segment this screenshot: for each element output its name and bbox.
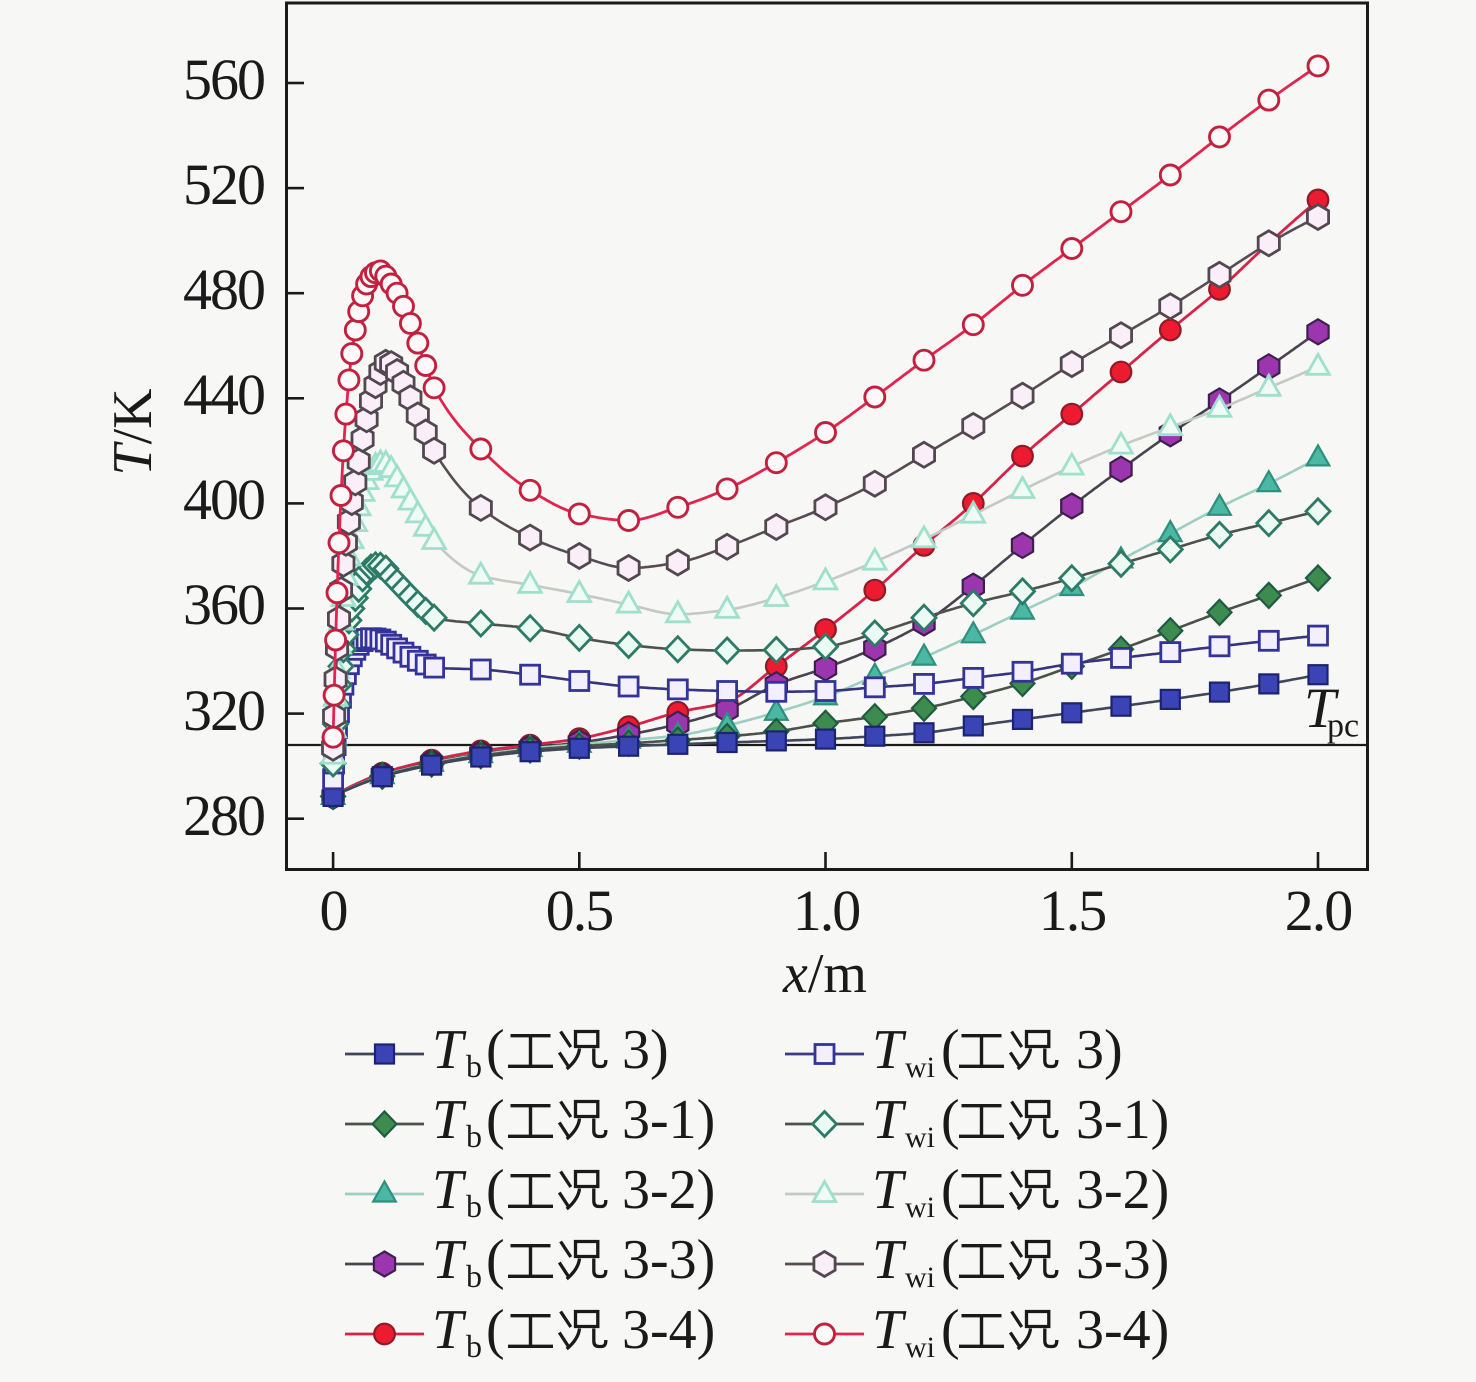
svg-text:1.0: 1.0 <box>793 878 860 943</box>
svg-text:480: 480 <box>183 257 264 322</box>
svg-text:pc: pc <box>1327 708 1359 745</box>
svg-text:T: T <box>432 1299 467 1361</box>
svg-text:T: T <box>872 1159 907 1221</box>
svg-text:3-2): 3-2) <box>622 1159 715 1221</box>
svg-text:520: 520 <box>183 152 264 217</box>
svg-text:x/m: x/m <box>782 943 867 1005</box>
svg-text:3-3): 3-3) <box>1076 1229 1169 1291</box>
svg-text:(: ( <box>486 1229 505 1291</box>
svg-text:(: ( <box>941 1229 960 1291</box>
svg-text:b: b <box>466 1188 482 1224</box>
svg-text:(: ( <box>941 1089 960 1151</box>
svg-text:3): 3) <box>622 1019 669 1081</box>
svg-text:(: ( <box>941 1159 960 1221</box>
svg-text:(: ( <box>486 1159 505 1221</box>
svg-text:b: b <box>466 1258 482 1294</box>
svg-text:wi: wi <box>905 1191 935 1224</box>
svg-text:(: ( <box>941 1299 960 1361</box>
svg-text:T: T <box>872 1019 907 1081</box>
svg-text:b: b <box>466 1118 482 1154</box>
svg-text:0: 0 <box>320 878 347 943</box>
svg-text:280: 280 <box>183 783 264 848</box>
svg-text:(: ( <box>486 1089 505 1151</box>
svg-text:b: b <box>466 1328 482 1364</box>
svg-text:wi: wi <box>905 1051 935 1084</box>
svg-text:T: T <box>432 1019 467 1081</box>
svg-text:T: T <box>432 1229 467 1291</box>
svg-text:3-4): 3-4) <box>622 1299 715 1361</box>
svg-text:T: T <box>872 1229 907 1291</box>
svg-text:440: 440 <box>183 362 264 427</box>
svg-text:wi: wi <box>905 1331 935 1364</box>
svg-text:360: 360 <box>183 572 264 637</box>
svg-text:400: 400 <box>183 467 264 532</box>
svg-text:T: T <box>872 1299 907 1361</box>
svg-text:1.5: 1.5 <box>1039 878 1106 943</box>
svg-text:3-2): 3-2) <box>1076 1159 1169 1221</box>
svg-text:T: T <box>432 1159 467 1221</box>
svg-text:(: ( <box>941 1019 960 1081</box>
svg-text:T/K: T/K <box>102 388 164 475</box>
svg-text:3): 3) <box>1076 1019 1123 1081</box>
svg-text:wi: wi <box>905 1261 935 1294</box>
svg-text:560: 560 <box>183 47 264 112</box>
svg-text:3-4): 3-4) <box>1076 1299 1169 1361</box>
svg-text:wi: wi <box>905 1121 935 1154</box>
svg-text:2.0: 2.0 <box>1285 878 1352 943</box>
svg-text:T: T <box>1304 677 1340 740</box>
svg-text:(: ( <box>486 1299 505 1361</box>
svg-text:3-1): 3-1) <box>622 1089 715 1151</box>
svg-text:b: b <box>466 1048 482 1084</box>
svg-text:(: ( <box>486 1019 505 1081</box>
svg-text:T: T <box>872 1089 907 1151</box>
svg-text:T: T <box>432 1089 467 1151</box>
svg-text:320: 320 <box>183 678 264 743</box>
svg-text:3-1): 3-1) <box>1076 1089 1169 1151</box>
svg-text:3-3): 3-3) <box>622 1229 715 1291</box>
svg-text:0.5: 0.5 <box>546 878 613 943</box>
